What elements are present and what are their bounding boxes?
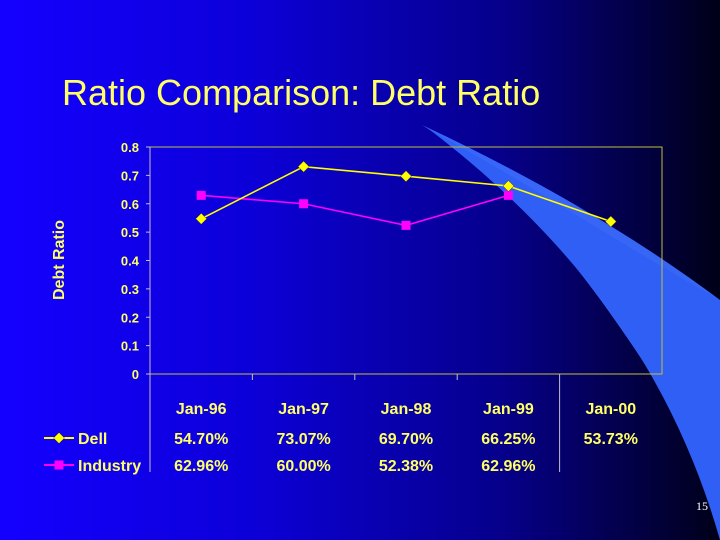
x-tick-label: Jan-00 bbox=[585, 401, 636, 418]
data-point-industry bbox=[401, 220, 411, 230]
y-tick-label: 0.8 bbox=[121, 140, 139, 155]
data-table-value: 52.38% bbox=[379, 458, 433, 475]
data-table-value: 69.70% bbox=[379, 431, 433, 448]
x-tick-label: Jan-96 bbox=[176, 401, 227, 418]
x-tick-label: Jan-99 bbox=[483, 401, 534, 418]
data-point-industry bbox=[503, 190, 513, 200]
data-point-dell bbox=[400, 170, 412, 183]
y-tick-label: 0.7 bbox=[121, 168, 139, 183]
data-point-industry bbox=[299, 199, 309, 209]
data-table-value: 54.70% bbox=[174, 431, 228, 448]
x-tick-label: Jan-97 bbox=[278, 401, 329, 418]
y-tick-label: 0.1 bbox=[121, 339, 139, 354]
data-table-value: 60.00% bbox=[276, 458, 330, 475]
y-tick-label: 0.4 bbox=[121, 254, 140, 269]
y-tick-label: 0.3 bbox=[121, 282, 139, 297]
legend-key-marker bbox=[53, 432, 65, 444]
x-tick-label: Jan-98 bbox=[381, 401, 432, 418]
legend-label: Industry bbox=[78, 458, 141, 475]
y-tick-label: 0.2 bbox=[121, 310, 139, 325]
legend-key-marker bbox=[54, 460, 64, 470]
y-tick-label: 0 bbox=[132, 367, 139, 382]
y-tick-label: 0.5 bbox=[121, 225, 139, 240]
data-point-industry bbox=[196, 190, 206, 200]
data-point-dell bbox=[604, 215, 617, 228]
y-tick-label: 0.6 bbox=[121, 197, 139, 212]
series-line-industry bbox=[201, 194, 509, 227]
data-table-value: 62.96% bbox=[174, 458, 228, 475]
data-table-value: 66.25% bbox=[481, 431, 535, 448]
data-point-dell bbox=[502, 180, 515, 192]
data-point-dell bbox=[297, 160, 310, 173]
y-axis-title: Debt Ratio bbox=[51, 220, 68, 300]
slide-title: Ratio Comparison: Debt Ratio bbox=[62, 72, 541, 113]
page-number: 15 bbox=[696, 499, 708, 513]
data-table-value: 73.07% bbox=[276, 431, 330, 448]
data-table-value: 53.73% bbox=[584, 431, 638, 448]
data-point-dell bbox=[195, 212, 208, 225]
legend-label: Dell bbox=[78, 431, 107, 448]
data-table-value: 62.96% bbox=[481, 458, 535, 475]
